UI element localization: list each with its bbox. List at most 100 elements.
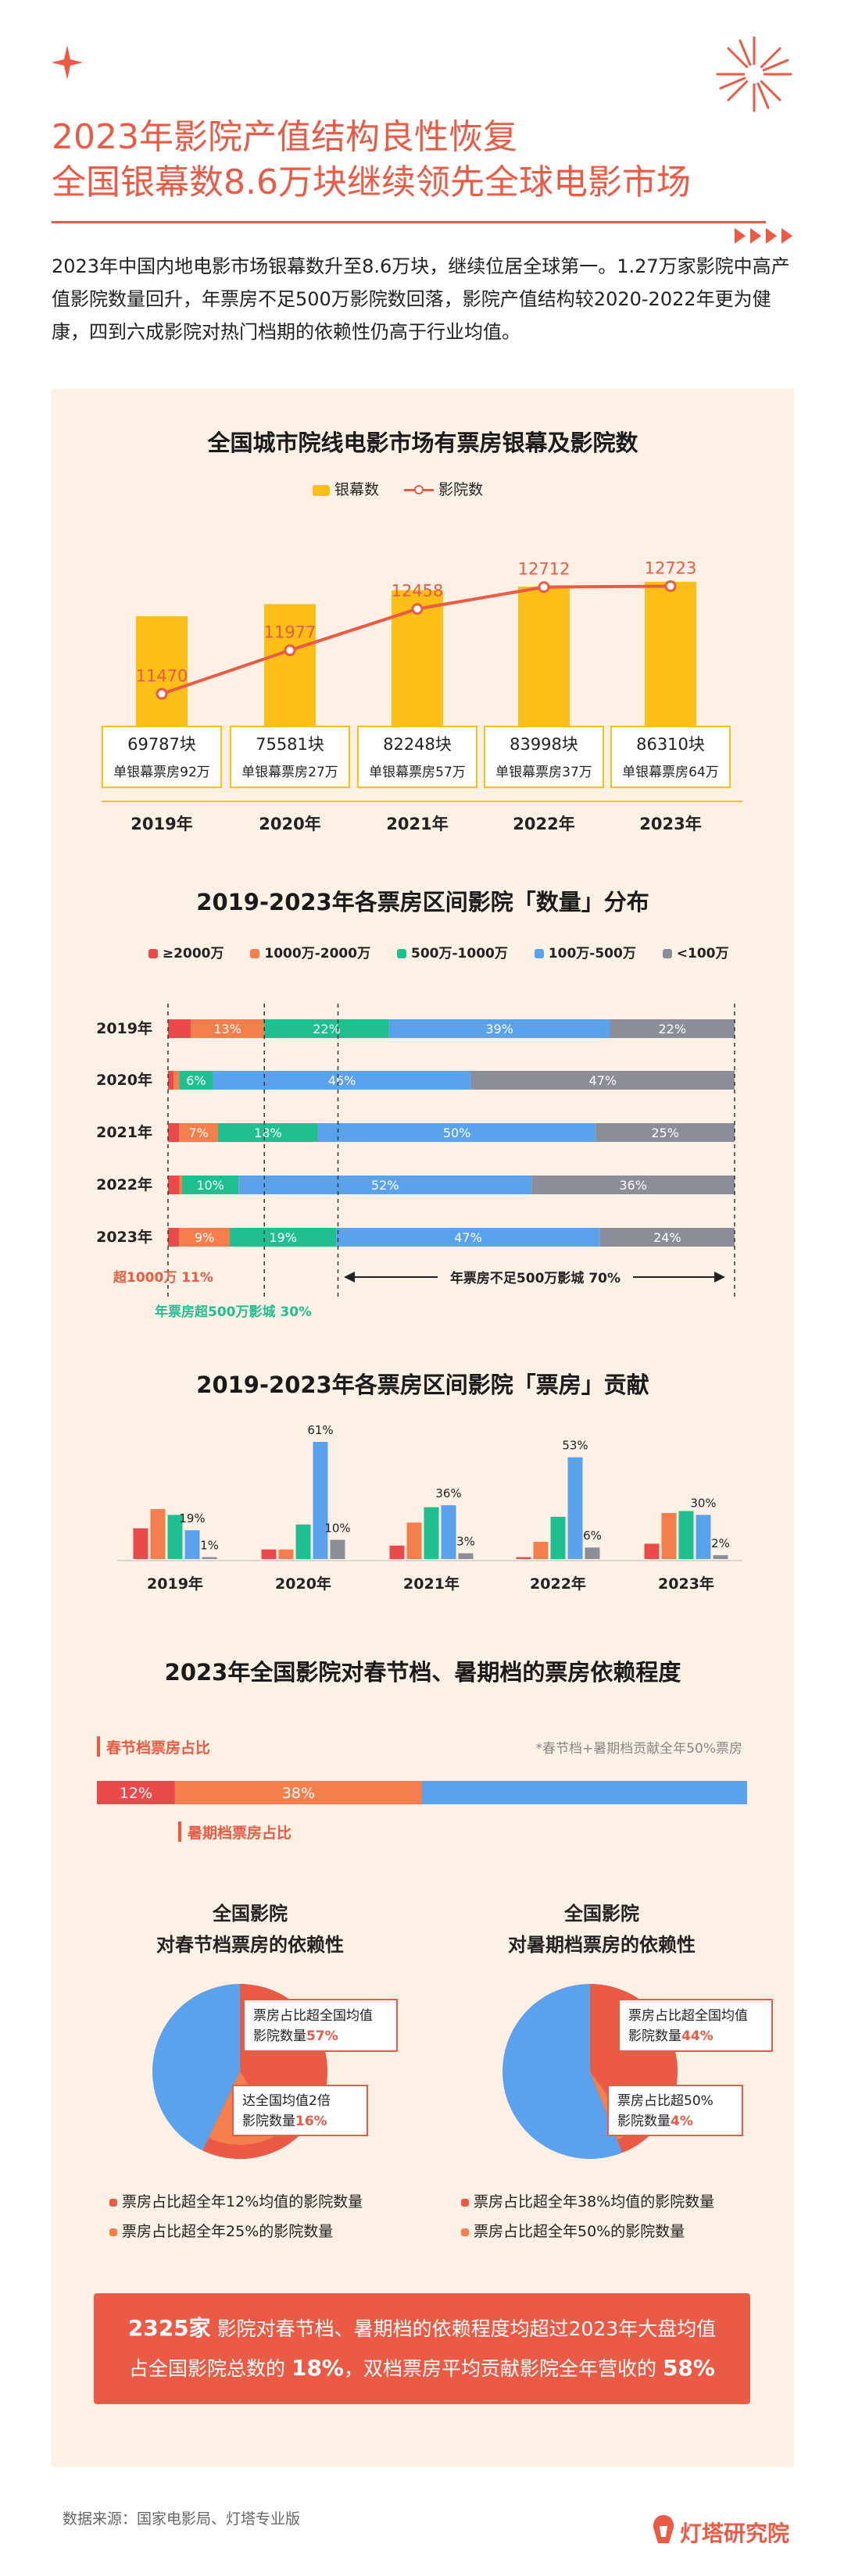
page-title-line2: 全国银幕数8.6万块继续领先全球电影市场 bbox=[52, 162, 691, 202]
group-bar bbox=[441, 1505, 456, 1559]
stacked-segment bbox=[168, 1019, 191, 1038]
chart3-title: 2019-2023年各票房区间影院「票房」贡献 bbox=[196, 1372, 649, 1398]
screen-value-label: 83998块 bbox=[510, 735, 578, 754]
pie1-legend-item: 票房占比超全年25%的影院数量 bbox=[109, 2217, 363, 2246]
pie-callout-value: 57% bbox=[306, 2028, 338, 2044]
group-bar bbox=[150, 1509, 166, 1559]
group-year-label: 2023年 bbox=[658, 1575, 714, 1593]
pie1-legend: 票房占比超全年12%均值的影院数量 票房占比超全年25%的影院数量 bbox=[109, 2187, 363, 2246]
legend-label: <100万 bbox=[671, 946, 729, 962]
legend-label: 100万-500万 bbox=[543, 946, 636, 962]
pie1-title-line1: 全国影院 bbox=[213, 1903, 288, 1925]
group-bar bbox=[133, 1528, 148, 1559]
brand-logo-text: 灯塔研究院 bbox=[680, 2521, 790, 2546]
pie2-title: 全国影院 对暑期档票房的依赖性 bbox=[461, 1898, 742, 1961]
pie2-legend: 票房占比超全年38%均值的影院数量 票房占比超全年50%的影院数量 bbox=[461, 2187, 714, 2246]
segment-label: 25% bbox=[651, 1126, 679, 1140]
cinema-point bbox=[284, 644, 296, 657]
sparkle-icon bbox=[52, 45, 83, 80]
stacked-segment bbox=[168, 1228, 180, 1247]
callout-pct2: 58% bbox=[662, 2355, 715, 2381]
screen-value-label: 86310块 bbox=[636, 735, 705, 754]
legend-swatch bbox=[397, 949, 407, 958]
callout-line1: 2325家 影院对春节档、暑期档的依赖程度均超过2023年大盘均值 bbox=[94, 2309, 750, 2349]
holiday-note: *春节档+暑期档贡献全年50%票房 bbox=[535, 1741, 742, 1757]
bar-value-label: 36% bbox=[435, 1486, 461, 1500]
pie-callout-box bbox=[607, 2085, 743, 2136]
group-bar bbox=[406, 1522, 422, 1559]
screen-value-box bbox=[357, 726, 477, 788]
cinema-value-label: 11470 bbox=[136, 666, 188, 685]
bar-value-label: 53% bbox=[562, 1439, 588, 1453]
screen-value-box bbox=[102, 726, 222, 788]
annotation-under500: 年票房不足500万影城 70% bbox=[450, 1270, 620, 1286]
summer-share-label: 暑期档票房占比 bbox=[188, 1824, 291, 1842]
arrow-label-bg bbox=[438, 1268, 633, 1286]
segment-label: 22% bbox=[313, 1022, 341, 1036]
segment-label: 36% bbox=[619, 1178, 647, 1193]
year-label: 2021年 bbox=[386, 815, 448, 833]
screen-value-box bbox=[610, 726, 731, 788]
pie2-legend-label-2: 票房占比超全年50%的影院数量 bbox=[474, 2223, 685, 2240]
segment-label: 7% bbox=[188, 1126, 208, 1140]
group-bar bbox=[678, 1511, 694, 1559]
row-year-label: 2023年 bbox=[96, 1228, 152, 1246]
stacked-segment bbox=[264, 1019, 389, 1038]
firework-icon bbox=[716, 36, 792, 112]
segment-label: 18% bbox=[254, 1126, 282, 1140]
callout-count: 2325家 bbox=[127, 2315, 211, 2341]
pie2-title-line1: 全国影院 bbox=[564, 1903, 639, 1925]
group-year-label: 2022年 bbox=[530, 1575, 586, 1593]
chart4-title: 2023年全国影院对春节档、暑期档的票房依赖程度 bbox=[164, 1659, 681, 1686]
group-bar bbox=[167, 1515, 183, 1559]
stacked-segment bbox=[388, 1019, 610, 1038]
annotation-over500: 年票房超500万影城 30% bbox=[155, 1304, 312, 1320]
summer-marker bbox=[178, 1821, 181, 1842]
segment-label: 13% bbox=[213, 1022, 241, 1036]
legend-swatch bbox=[534, 949, 544, 958]
group-bar bbox=[202, 1557, 217, 1559]
row-year-label: 2021年 bbox=[96, 1123, 152, 1141]
per-screen-label: 单银幕票房92万 bbox=[113, 765, 210, 780]
segment-label: 50% bbox=[443, 1126, 471, 1140]
group-bar bbox=[330, 1540, 345, 1559]
stacked-segment bbox=[595, 1123, 735, 1142]
cinema-value-label: 12712 bbox=[518, 560, 570, 579]
cinema-value-label: 11977 bbox=[264, 623, 316, 642]
arrow-head-right bbox=[714, 1272, 725, 1283]
cinema-point bbox=[538, 581, 550, 594]
year-label: 2020年 bbox=[259, 815, 320, 833]
stacked-segment bbox=[191, 1019, 265, 1038]
spring-share-label: 春节档票房占比 bbox=[106, 1739, 210, 1757]
lighthouse-logo-icon bbox=[653, 2515, 674, 2543]
chart1-legend: 银幕数 影院数 bbox=[313, 478, 483, 499]
screen-value-label: 75581块 bbox=[256, 735, 324, 754]
pie-callout-value: 4% bbox=[671, 2114, 693, 2129]
row-year-label: 2022年 bbox=[96, 1176, 152, 1193]
row-year-label: 2020年 bbox=[96, 1071, 152, 1089]
holiday-segment bbox=[174, 1781, 422, 1804]
pie2-legend-item: 票房占比超全年38%均值的影院数量 bbox=[461, 2187, 714, 2217]
per-screen-label: 单银幕票房37万 bbox=[495, 765, 592, 780]
group-bar bbox=[661, 1512, 677, 1559]
stacked-segment bbox=[168, 1123, 180, 1142]
stacked-segment bbox=[336, 1228, 600, 1247]
group-bar bbox=[516, 1557, 531, 1559]
group-bar bbox=[313, 1442, 328, 1559]
pie-callout-value: 44% bbox=[681, 2028, 713, 2044]
stacked-segment bbox=[168, 1176, 180, 1194]
cinema-value-label: 12723 bbox=[645, 558, 697, 577]
cinema-point bbox=[411, 603, 424, 615]
pie1-legend-item: 票房占比超全年12%均值的影院数量 bbox=[109, 2187, 363, 2217]
bar-value-label: 30% bbox=[690, 1496, 716, 1510]
stacked-segment bbox=[229, 1228, 337, 1247]
group-bar bbox=[458, 1553, 474, 1559]
segment-label: 9% bbox=[195, 1230, 214, 1245]
cinema-value-label: 12458 bbox=[392, 582, 444, 601]
pie-callout-text: 票房占比超全国均值 bbox=[253, 2008, 373, 2024]
chart3-svg: 19% 1% 2019年 61% 10% 2020年 36% 3% 2021年 53% 6% 2022… bbox=[117, 1423, 742, 1593]
group-bar bbox=[184, 1530, 200, 1559]
screen-value-box bbox=[230, 726, 350, 788]
